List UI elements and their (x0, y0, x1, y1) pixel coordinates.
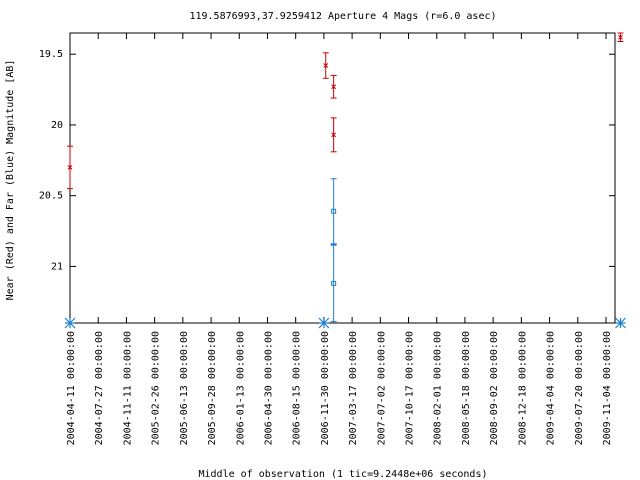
y-tick-label: 20.5 (39, 191, 63, 202)
x-axis-label: Middle of observation (1 tic=9.2448e+06 … (199, 469, 488, 480)
y-tick-label: 19.5 (39, 49, 63, 60)
x-tick-label: 2009-07-20 00:00:00 (574, 331, 585, 445)
x-tick-label: 2006-11-30 00:00:00 (320, 331, 331, 445)
x-tick-label: 2007-03-17 00:00:00 (348, 331, 359, 445)
x-tick-label: 2004-11-11 00:00:00 (122, 331, 133, 445)
data-point-near (618, 34, 623, 40)
x-tick-label: 2008-09-02 00:00:00 (489, 331, 500, 445)
data-point-far (331, 208, 337, 214)
limit-marker (318, 317, 330, 329)
data-point-far (331, 280, 337, 286)
y-axis-label: Near (Red) and Far (Blue) Magnitude [AB] (5, 60, 16, 301)
y-tick-label: 20 (51, 120, 63, 131)
limit-marker (615, 317, 626, 329)
limit-marker (64, 317, 76, 329)
x-tick-label: 2005-02-26 00:00:00 (151, 331, 162, 445)
x-tick-label: 2008-05-18 00:00:00 (461, 331, 472, 445)
x-tick-label: 2007-07-02 00:00:00 (376, 331, 387, 445)
x-tick-label: 2006-01-13 00:00:00 (235, 331, 246, 445)
data-point-near (331, 84, 337, 90)
x-tick-label: 2005-06-13 00:00:00 (179, 331, 190, 445)
data-point-near (67, 165, 73, 170)
x-tick-label: 2004-04-11 00:00:00 (66, 331, 77, 445)
x-tick-label: 2009-11-04 00:00:00 (602, 331, 613, 445)
x-tick-label: 2009-04-04 00:00:00 (546, 331, 557, 445)
x-tick-label: 2005-09-28 00:00:00 (207, 331, 218, 445)
x-tick-label: 2006-04-30 00:00:00 (263, 331, 274, 445)
x-tick-label: 2008-02-01 00:00:00 (433, 331, 444, 445)
x-tick-label: 2006-08-15 00:00:00 (292, 331, 303, 445)
x-tick-label: 2004-07-27 00:00:00 (94, 331, 105, 445)
series-near (67, 32, 624, 190)
x-tick-label: 2008-12-18 00:00:00 (517, 331, 528, 445)
y-tick-label: 21 (51, 261, 63, 272)
x-tick-label: 2007-10-17 00:00:00 (405, 331, 416, 445)
chart-title: 119.5876993,37.9259412 Aperture 4 Mags (… (189, 11, 496, 22)
data-point-near (323, 63, 329, 68)
series-far (330, 178, 337, 323)
plot-border (69, 32, 616, 324)
data-point-near (331, 132, 337, 138)
